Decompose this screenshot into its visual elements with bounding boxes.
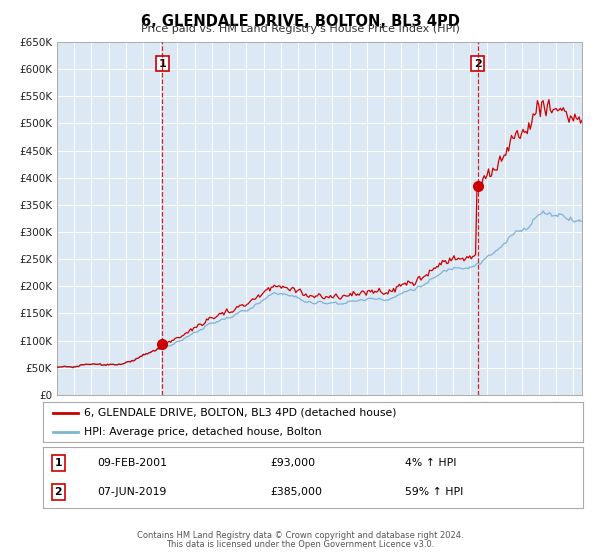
Text: This data is licensed under the Open Government Licence v3.0.: This data is licensed under the Open Gov… xyxy=(166,540,434,549)
Text: 07-JUN-2019: 07-JUN-2019 xyxy=(97,487,167,497)
Text: £93,000: £93,000 xyxy=(270,458,315,468)
Text: 59% ↑ HPI: 59% ↑ HPI xyxy=(405,487,463,497)
Text: 1: 1 xyxy=(158,59,166,69)
Text: 4% ↑ HPI: 4% ↑ HPI xyxy=(405,458,457,468)
Text: 1: 1 xyxy=(55,458,62,468)
Text: 2: 2 xyxy=(55,487,62,497)
Text: 6, GLENDALE DRIVE, BOLTON, BL3 4PD (detached house): 6, GLENDALE DRIVE, BOLTON, BL3 4PD (deta… xyxy=(83,408,396,418)
Text: 09-FEB-2001: 09-FEB-2001 xyxy=(97,458,167,468)
Text: 2: 2 xyxy=(474,59,482,69)
Text: £385,000: £385,000 xyxy=(270,487,322,497)
Text: Contains HM Land Registry data © Crown copyright and database right 2024.: Contains HM Land Registry data © Crown c… xyxy=(137,531,463,540)
Text: HPI: Average price, detached house, Bolton: HPI: Average price, detached house, Bolt… xyxy=(83,427,322,436)
Text: Price paid vs. HM Land Registry's House Price Index (HPI): Price paid vs. HM Land Registry's House … xyxy=(140,24,460,34)
Text: 6, GLENDALE DRIVE, BOLTON, BL3 4PD: 6, GLENDALE DRIVE, BOLTON, BL3 4PD xyxy=(140,14,460,29)
